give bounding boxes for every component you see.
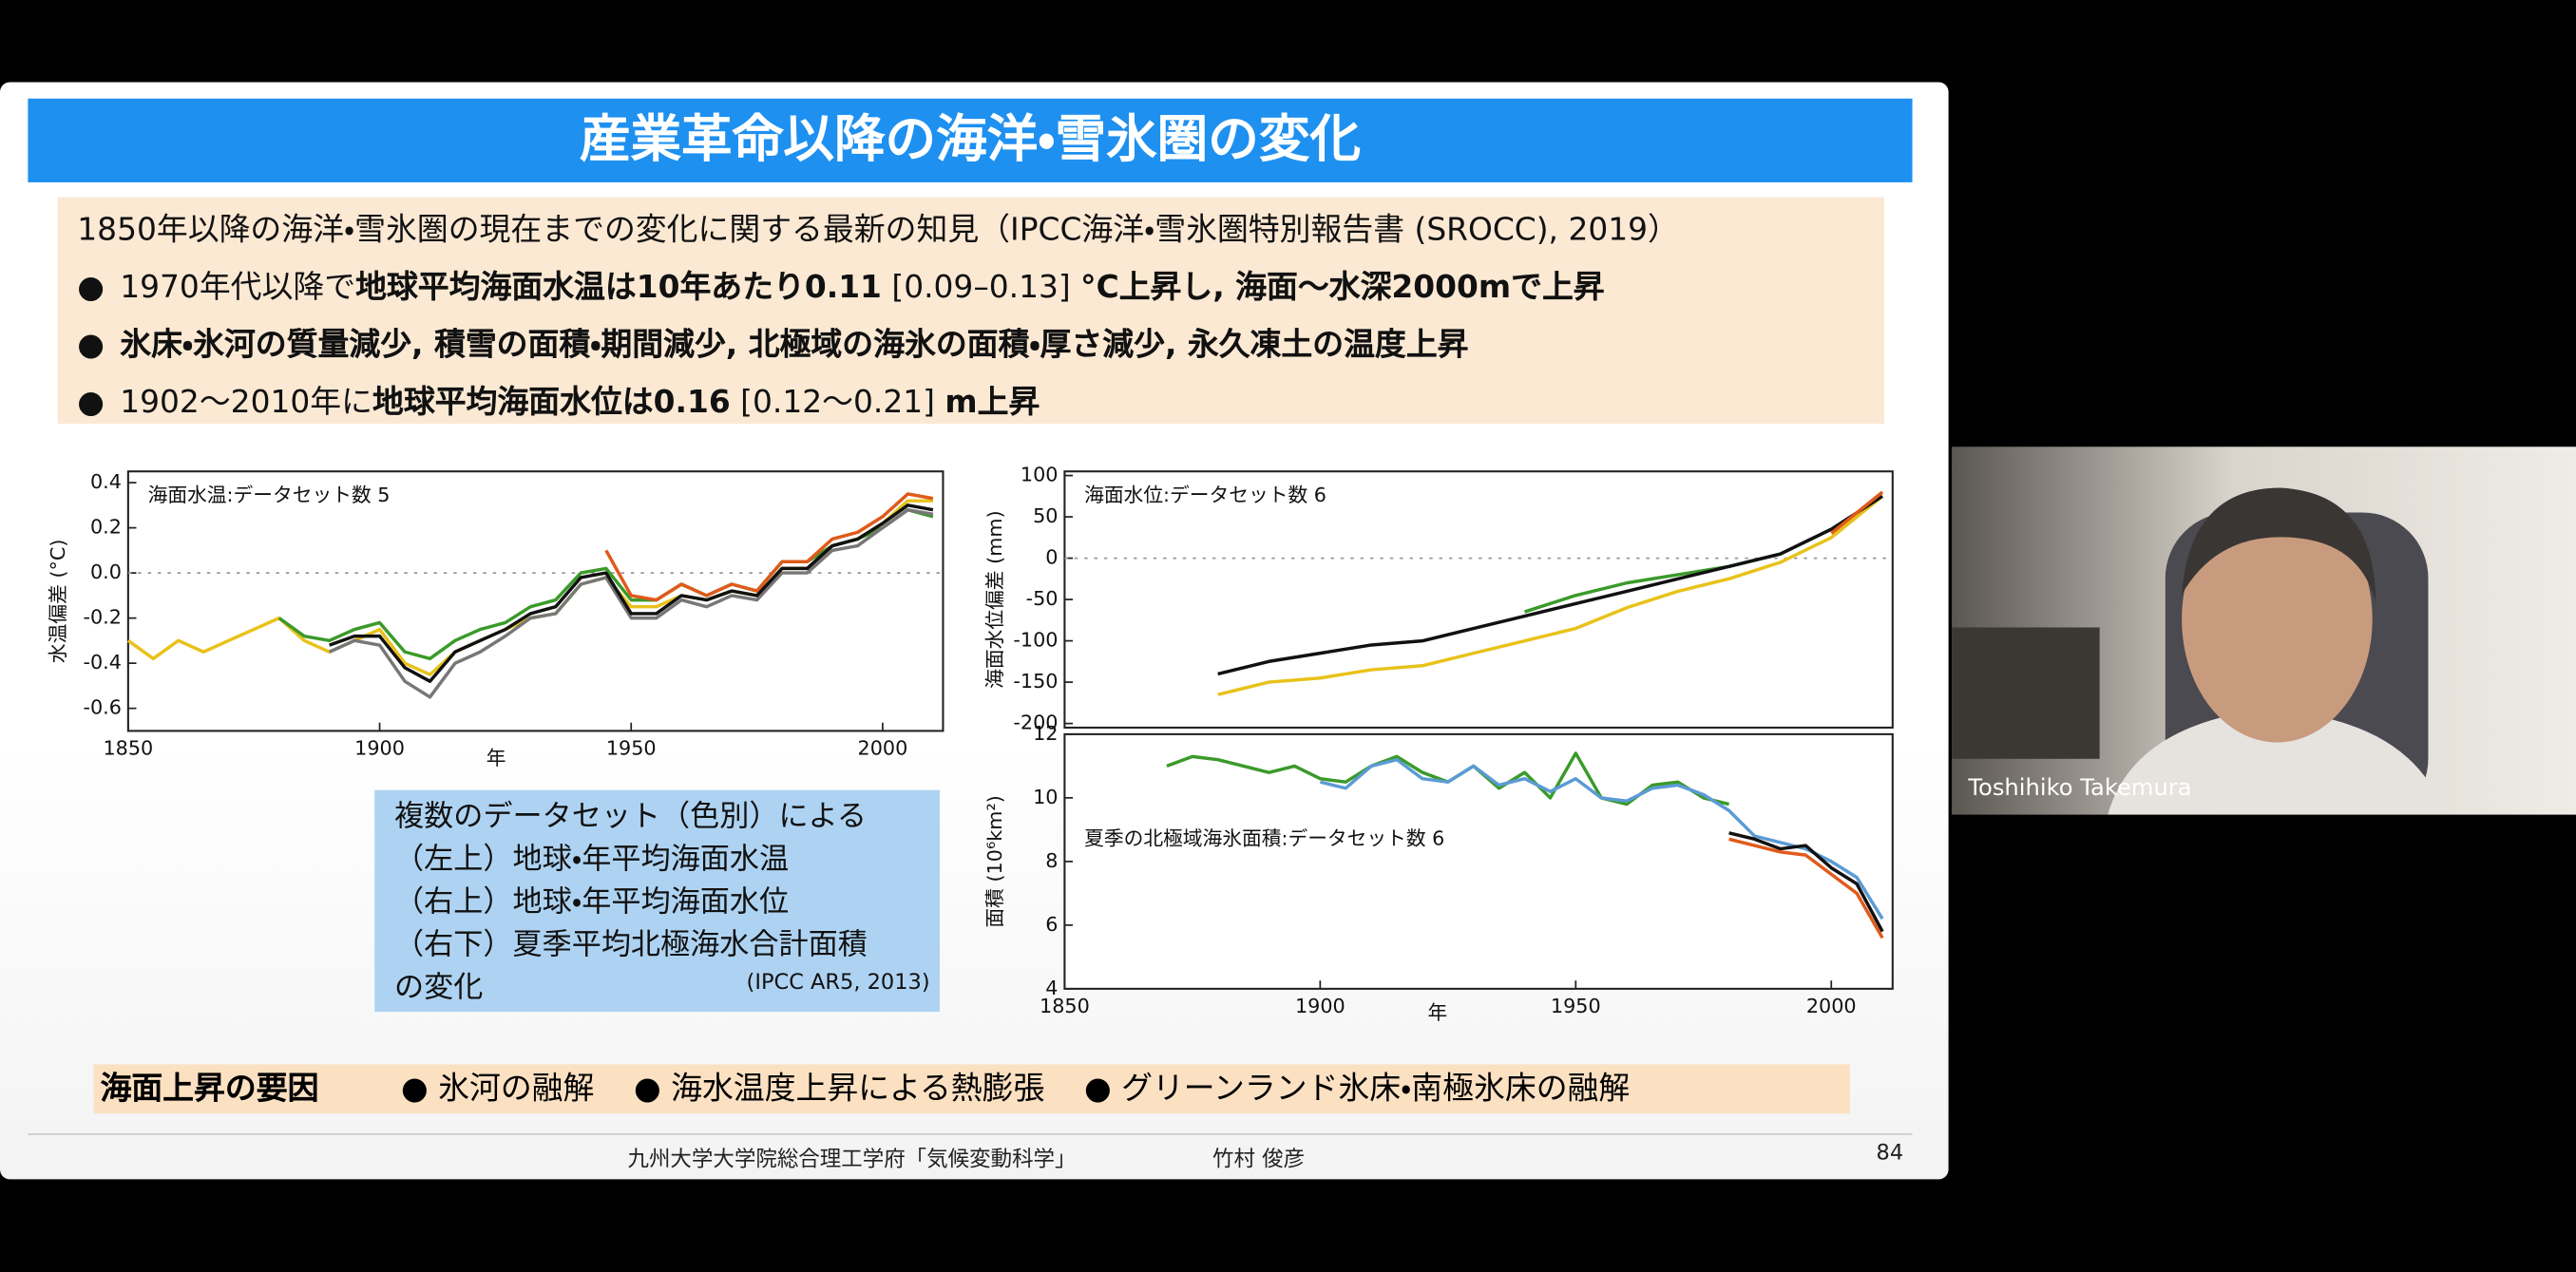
- page-number: 84: [1876, 1141, 1904, 1167]
- summary-box: 1850年以降の海洋・雪氷圏の現在までの変化に関する最新の知見（IPCC海洋・雪…: [57, 197, 1885, 425]
- y-tick-label: -150: [1013, 670, 1058, 693]
- cause: 氷河の融解: [438, 1071, 595, 1108]
- x-tick-label: 1950: [606, 736, 657, 759]
- plot-frame: [126, 470, 945, 732]
- x-tick-label: 2000: [858, 736, 908, 759]
- text: 地球平均海面水位は0.16: [372, 384, 731, 421]
- y-tick-label: 6: [1045, 913, 1058, 936]
- x-tick-label: 1900: [354, 736, 405, 759]
- y-axis-label: 水温偏差 (°C): [47, 540, 69, 664]
- text: m上昇: [945, 384, 1040, 421]
- note-line: の変化: [393, 970, 484, 1006]
- text: 地球平均海面水温は10年あたり0.11: [355, 269, 882, 306]
- series-line: [604, 492, 934, 602]
- y-tick-label: -200: [1013, 712, 1058, 734]
- y-tick-label: -0.4: [83, 651, 121, 674]
- y-tick-label: -50: [1026, 587, 1059, 610]
- chart-label: 夏季の北極域海氷面積:データセット数 6: [1084, 827, 1444, 850]
- shirt: [2108, 709, 2445, 815]
- bullet-dot: ●: [633, 1071, 661, 1108]
- x-tick-label: 1900: [1295, 995, 1345, 1017]
- footer-rule: [28, 1133, 1913, 1135]
- series-line: [1728, 831, 1884, 933]
- y-tick-label: -0.6: [83, 696, 121, 719]
- footer-course: 九州大学大学院総合理工学府「気候変動科学」: [627, 1148, 1077, 1173]
- y-tick-label: 4: [1045, 977, 1058, 999]
- text: 氷床・氷河の質量減少, 積雪の面積・期間減少, 北極域の海氷の面積・厚さ減少, …: [120, 327, 1469, 364]
- y-tick-label: 0: [1045, 546, 1058, 569]
- y-tick-label: 50: [1033, 504, 1058, 527]
- bullet: ● 1902〜2010年に地球平均海面水位は0.16 [0.12〜0.21] m上…: [77, 378, 1040, 423]
- bullet-dot: ●: [77, 384, 105, 421]
- y-tick-label: 0.2: [90, 516, 122, 539]
- text: [0.12〜0.21]: [730, 384, 945, 421]
- note-box: 複数のデータセット（色別）による （左上）地球・年平均海面水温 （右上）地球・年…: [374, 789, 940, 1013]
- charts: 0.4 0.2 0.0 -0.2 -0.4 -0.6 1850 1900 1950 2000 海面水…: [47, 464, 1894, 1024]
- note-line: （左上）地球・年平均海面水温: [393, 842, 790, 878]
- note-line: （右上）地球・年平均海面水位: [393, 884, 790, 921]
- chart-label: 海面水位:データセット数 6: [1084, 484, 1326, 506]
- bullet-dot: ●: [77, 327, 105, 364]
- x-tick-label: 1850: [1040, 995, 1090, 1017]
- hair: [2182, 487, 2376, 603]
- cause: グリーンランド氷床・南極氷床の融解: [1121, 1071, 1631, 1108]
- y-tick-label: 100: [1021, 464, 1059, 486]
- series-line: [1320, 757, 1884, 921]
- shelf: [1952, 627, 2100, 759]
- series-line: [329, 503, 934, 683]
- series-line: [1217, 494, 1884, 696]
- note-source: (IPCC AR5, 2013): [746, 970, 930, 996]
- slide-title: 産業革命以降の海洋・雪氷圏の変化: [28, 98, 1913, 182]
- note-line: 複数のデータセット（色別）による: [393, 800, 867, 835]
- y-tick-label: 12: [1033, 722, 1058, 745]
- y-tick-label: 8: [1045, 849, 1058, 872]
- x-tick-label: 2000: [1806, 995, 1857, 1017]
- face: [2182, 496, 2373, 743]
- series-line: [1728, 837, 1884, 940]
- bullet: ● 氷床・氷河の質量減少, 積雪の面積・期間減少, 北極域の海氷の面積・厚さ減少,…: [77, 320, 1468, 365]
- y-axis-label: 面積 (10⁶km²): [983, 795, 1006, 927]
- bullet-dot: ●: [1083, 1071, 1112, 1108]
- note-line: （右下）夏季平均北極海水合計面積: [393, 927, 868, 963]
- y-tick-label: 0.4: [90, 470, 122, 493]
- series-line: [277, 507, 934, 661]
- bullet-dot: ●: [400, 1071, 429, 1108]
- y-axis-label: 海面水位偏差 (mm): [983, 510, 1006, 689]
- y-tick-label: 0.0: [90, 560, 122, 583]
- chart-label: 海面水温:データセット数 5: [148, 484, 391, 506]
- x-axis-label: 年: [487, 747, 506, 769]
- plot-frame: [1063, 732, 1894, 990]
- x-tick-label: 1950: [1551, 995, 1601, 1017]
- text: 1902〜2010年に: [120, 384, 372, 421]
- series-line: [1830, 490, 1884, 535]
- series-line: [328, 507, 934, 699]
- text: 1970年代以降で: [120, 269, 356, 306]
- y-tick-label: -100: [1013, 629, 1058, 652]
- y-tick-label: -0.2: [83, 606, 121, 629]
- plot-frame: [1063, 470, 1894, 729]
- text: °C上昇し, 海面〜水深2000mで上昇: [1080, 269, 1605, 306]
- webcam: Toshihiko Takemura: [1952, 446, 2576, 815]
- y-tick-label: 10: [1033, 786, 1058, 808]
- participant-name: Toshihiko Takemura: [1968, 775, 2192, 802]
- series-line: [1217, 494, 1884, 676]
- causes-box: 海面上昇の要因 ● 氷河の融解 ● 海水温度上昇による熱膨張 ● グリーンランド…: [93, 1064, 1850, 1114]
- x-axis-label: 年: [1428, 1001, 1448, 1024]
- webcam-image: [1952, 487, 2445, 815]
- bullet: ● 1970年代以降で地球平均海面水温は10年あたり0.11 [0.09–0.13…: [77, 263, 1604, 308]
- bullet-dot: ●: [77, 269, 105, 306]
- text: [0.09–0.13]: [881, 269, 1081, 306]
- intro: 1850年以降の海洋・雪氷圏の現在までの変化に関する最新の知見（IPCC海洋・雪…: [77, 212, 1679, 249]
- causes-label: 海面上昇の要因: [100, 1071, 319, 1108]
- cause: 海水温度上昇による熱膨張: [671, 1071, 1045, 1108]
- footer-author: 竹村 俊彦: [1212, 1148, 1306, 1173]
- x-tick-label: 1850: [103, 736, 153, 759]
